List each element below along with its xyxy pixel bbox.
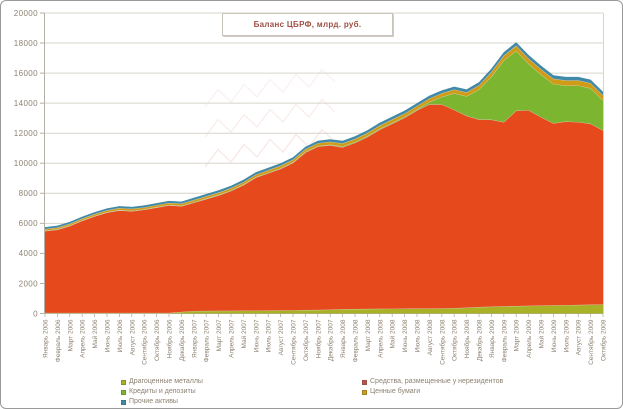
x-axis-tick-label: Март 2008: [365, 319, 372, 351]
chart-title: Баланс ЦБРФ, млрд. руб.: [253, 20, 362, 29]
x-axis-tick-label: Март 2006: [67, 319, 74, 351]
x-axis-tick-label: Январь 2007: [191, 319, 198, 358]
legend-item: Ценные бумаги: [362, 387, 503, 397]
legend-item: Средства, размещенные у нерезидентов: [362, 377, 503, 387]
legend-label: Кредиты и депозиты: [129, 388, 196, 395]
x-axis-tick-label: Август 2006: [129, 319, 136, 355]
x-axis-tick-label: Октябрь 2009: [600, 319, 608, 361]
x-axis-tick-label: Июль 2006: [117, 319, 124, 352]
area-series-1: [45, 304, 603, 314]
legend-label: Средства, размещенные у нерезидентов: [370, 378, 504, 385]
x-axis-tick-label: Июль 2008: [415, 319, 422, 352]
x-axis-tick-label: Май 2007: [240, 319, 248, 348]
x-axis-tick-label: Июль 2009: [563, 319, 570, 352]
legend-item: Драгоценные металлы: [121, 377, 203, 387]
x-axis-tick-label: Август 2007: [278, 319, 285, 355]
legend-color-swatch: [121, 399, 126, 405]
x-axis-tick-label: Февраль 2007: [204, 319, 211, 362]
x-axis-tick-label: Сентябрь 2008: [438, 319, 446, 365]
y-axis-tick-label: 14000: [14, 99, 38, 108]
x-axis-tick-label: Апрель 2009: [526, 319, 533, 358]
x-axis-tick-label: Январь 2009: [489, 319, 496, 358]
x-axis-tick-label: Октябрь 2007: [302, 319, 310, 361]
y-axis-tick-label: 12000: [14, 129, 38, 138]
area-series-2: [45, 104, 603, 313]
y-axis-tick-label: 4000: [19, 249, 39, 258]
x-axis-tick-label: Март 2007: [216, 319, 223, 351]
legend-label: Драгоценные металлы: [129, 378, 203, 385]
x-axis-tick-label: Май 2006: [91, 319, 99, 348]
legend-right-column: Средства, размещенные у нерезидентов Ценн…: [362, 377, 503, 397]
x-axis-tick-label: Февраль 2006: [55, 319, 62, 362]
y-axis-tick-label: 0: [33, 309, 38, 318]
x-axis-tick-label: Март 2009: [514, 319, 521, 351]
x-axis-tick-label: Январь 2008: [340, 319, 347, 358]
x-axis-tick-label: Декабрь 2006: [178, 319, 186, 361]
x-axis-tick-label: Январь 2006: [43, 319, 50, 358]
x-axis-tick-label: Июнь 2006: [105, 319, 112, 352]
legend-color-swatch: [362, 389, 367, 395]
legend-label: Ценные бумаги: [370, 388, 421, 395]
area-series-3: [45, 50, 603, 232]
x-axis-tick-label: Октябрь 2008: [451, 319, 459, 361]
legend-left-column: Драгоценные металлы Кредиты и депозиты Про…: [121, 377, 203, 407]
x-axis-tick-label: Июнь 2009: [551, 319, 558, 352]
x-axis-tick-label: Сентябрь 2009: [587, 319, 595, 365]
legend-color-swatch: [121, 379, 126, 385]
x-axis-tick-label: Апрель 2006: [80, 319, 87, 358]
y-axis-tick-label: 6000: [19, 219, 39, 228]
y-axis-tick-label: 16000: [14, 69, 38, 78]
x-axis-tick-label: Июнь 2007: [253, 319, 260, 352]
legend-color-swatch: [121, 389, 126, 395]
x-axis-tick-label: Февраль 2008: [353, 319, 360, 362]
x-axis-tick-label: Октябрь 2006: [153, 319, 161, 361]
x-axis-tick-label: Декабрь 2008: [476, 319, 484, 361]
x-axis-tick-label: Ноябрь 2008: [463, 319, 471, 358]
chart-title-box: Баланс ЦБРФ, млрд. руб.: [222, 13, 393, 36]
legend-item: Кредиты и депозиты: [121, 387, 203, 397]
x-axis-tick-label: Ноябрь 2006: [166, 319, 174, 358]
y-axis-tick-label: 8000: [19, 189, 39, 198]
y-axis-tick-label: 18000: [14, 39, 38, 48]
legend-label: Прочие активы: [129, 398, 178, 405]
x-axis-tick-label: Декабрь 2007: [327, 319, 335, 361]
x-axis-tick-label: Ноябрь 2007: [314, 319, 322, 358]
legend-color-swatch: [362, 379, 367, 385]
x-axis-tick-label: Апрель 2008: [377, 319, 384, 358]
y-axis-tick-label: 20000: [14, 9, 38, 18]
x-axis-tick-label: Август 2009: [576, 319, 583, 355]
x-axis-tick-label: Сентябрь 2007: [290, 319, 298, 365]
x-axis-tick-label: Май 2008: [389, 319, 397, 348]
x-axis-tick-label: Сентябрь 2006: [141, 319, 149, 365]
x-axis-tick-label: Май 2009: [538, 319, 546, 348]
x-axis-tick-label: Июнь 2008: [402, 319, 409, 352]
y-axis-tick-label: 2000: [19, 279, 39, 288]
x-axis-tick-label: Февраль 2009: [501, 319, 508, 362]
legend-item: Прочие активы: [121, 397, 203, 407]
x-axis-tick-label: Апрель 2007: [229, 319, 236, 358]
y-axis-tick-label: 10000: [14, 159, 38, 168]
x-axis-tick-label: Июль 2007: [266, 319, 273, 352]
area-series-5: [45, 42, 603, 229]
x-axis-tick-label: Август 2008: [427, 319, 434, 355]
